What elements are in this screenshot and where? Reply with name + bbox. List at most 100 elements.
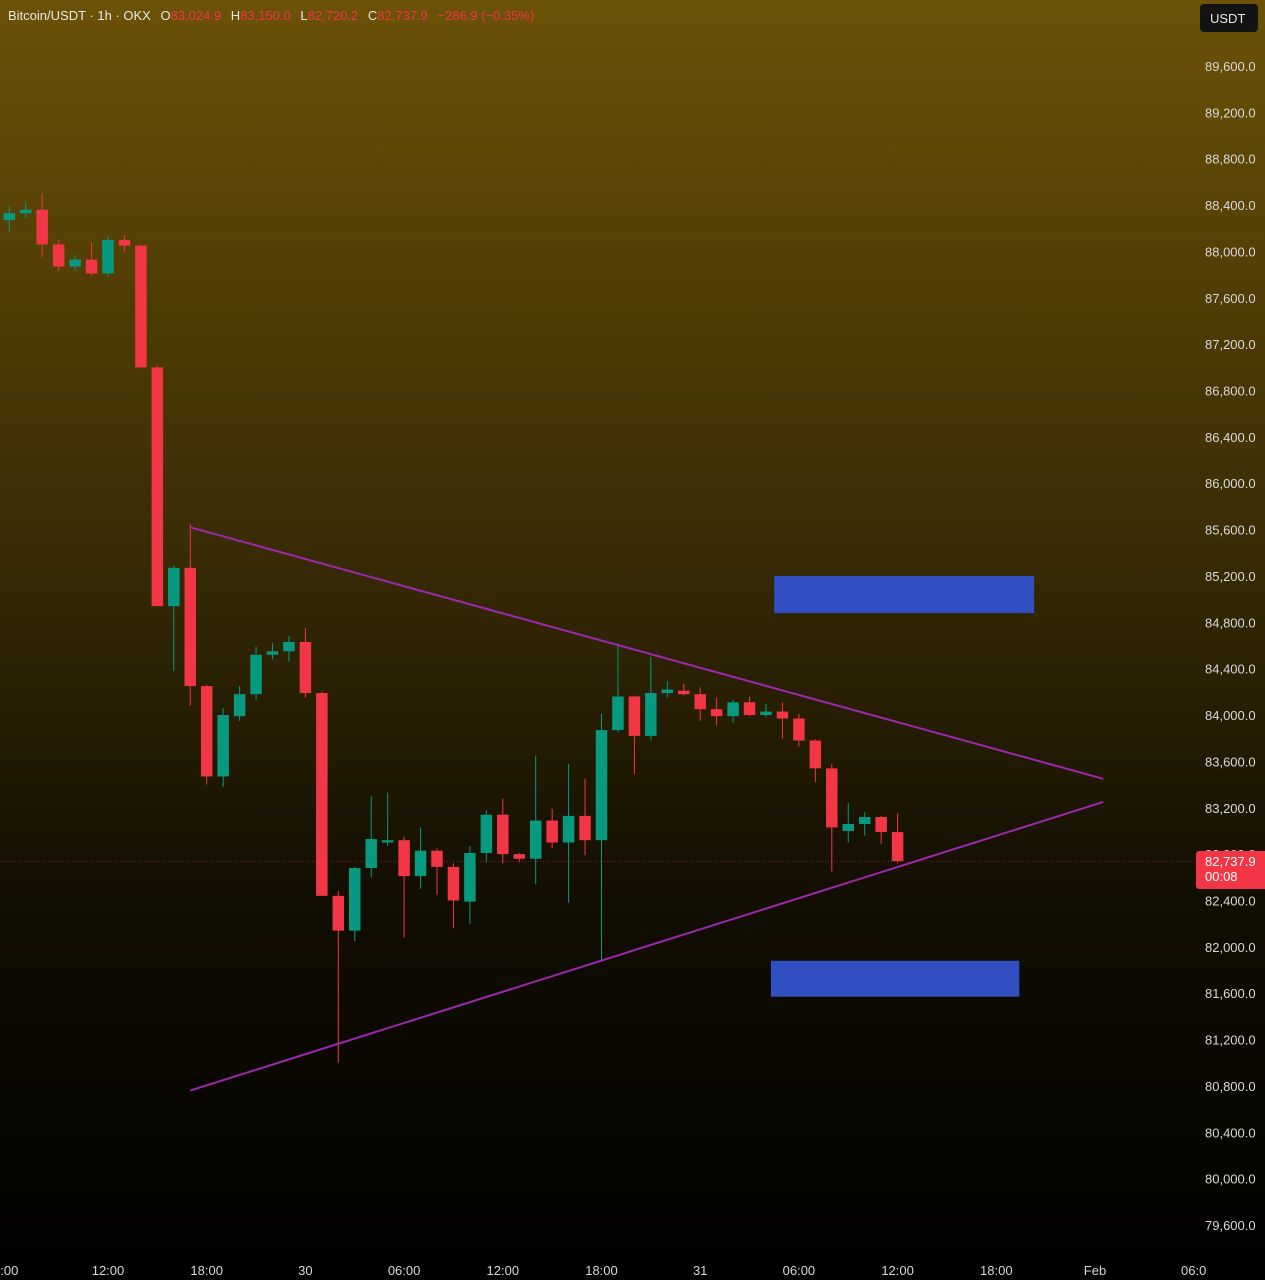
x-tick-label: Feb	[1084, 1263, 1106, 1278]
candle-body	[776, 711, 789, 719]
last-price-value: 82,737.9	[1205, 854, 1256, 869]
candle-body	[69, 259, 81, 267]
candle[interactable]	[464, 846, 476, 924]
y-tick-label: 89,200.0	[1205, 105, 1256, 120]
candle[interactable]	[381, 792, 394, 847]
candle[interactable]	[513, 852, 526, 863]
candle[interactable]	[69, 254, 81, 272]
x-tick-label: 12:00	[881, 1263, 914, 1278]
candle[interactable]	[826, 763, 838, 872]
candle-body	[200, 686, 213, 777]
open-value: 83,024.9	[170, 8, 222, 23]
candle[interactable]	[3, 206, 16, 232]
candle[interactable]	[168, 565, 180, 671]
x-tick-label: 06:0	[1181, 1263, 1206, 1278]
candle[interactable]	[546, 808, 558, 849]
candle[interactable]	[200, 684, 213, 785]
candle[interactable]	[678, 683, 690, 696]
candle[interactable]	[858, 812, 871, 836]
candle[interactable]	[743, 696, 756, 717]
candle-body	[497, 814, 509, 855]
candle[interactable]	[250, 646, 262, 700]
y-tick-label: 86,800.0	[1205, 384, 1256, 399]
candle[interactable]	[283, 636, 295, 662]
x-tick-label: :00	[0, 1263, 18, 1278]
candle[interactable]	[760, 703, 772, 718]
candle[interactable]	[480, 810, 493, 863]
candle-body	[36, 209, 48, 245]
candle[interactable]	[776, 702, 789, 739]
candle[interactable]	[184, 523, 197, 706]
candle[interactable]	[431, 848, 443, 895]
candle[interactable]	[497, 798, 509, 864]
candle[interactable]	[266, 643, 279, 660]
resistance-zone[interactable]	[774, 575, 1035, 614]
candle[interactable]	[398, 836, 410, 938]
candle[interactable]	[793, 713, 805, 747]
candle[interactable]	[875, 815, 887, 844]
candle[interactable]	[85, 242, 98, 276]
support-zone[interactable]	[770, 960, 1020, 997]
candle[interactable]	[349, 866, 361, 942]
y-tick-label: 81,200.0	[1205, 1033, 1256, 1048]
change-value: −286.9 (−0.35%)	[437, 8, 535, 23]
candle[interactable]	[579, 778, 591, 856]
candle[interactable]	[299, 628, 312, 698]
candle[interactable]	[645, 657, 657, 741]
candle[interactable]	[102, 236, 114, 277]
candle[interactable]	[595, 713, 608, 962]
candle[interactable]	[233, 686, 246, 721]
candle-body	[135, 245, 147, 368]
candle[interactable]	[809, 739, 822, 783]
candle[interactable]	[151, 365, 164, 607]
lower-trendline[interactable]	[189, 801, 1104, 1092]
currency-button[interactable]: USDT	[1200, 4, 1258, 32]
candle[interactable]	[529, 755, 542, 885]
symbol-name[interactable]: Bitcoin/USDT · 1h · OKX	[8, 8, 151, 23]
candle[interactable]	[135, 244, 147, 369]
candle[interactable]	[612, 643, 624, 733]
candle-body	[3, 213, 16, 221]
candle[interactable]	[694, 687, 706, 721]
candle-body	[151, 367, 164, 607]
candle-body	[612, 696, 624, 731]
candle[interactable]	[52, 239, 65, 272]
candle-body	[250, 654, 262, 695]
candle[interactable]	[332, 891, 345, 1063]
candle[interactable]	[365, 796, 377, 878]
candle[interactable]	[414, 827, 427, 889]
candle[interactable]	[447, 863, 460, 929]
y-tick-label: 89,600.0	[1205, 59, 1256, 74]
candle-body	[793, 718, 805, 741]
candle[interactable]	[628, 695, 641, 775]
y-tick-label: 85,200.0	[1205, 569, 1256, 584]
candle-body	[299, 642, 312, 694]
candle-body	[727, 702, 739, 717]
candle[interactable]	[710, 697, 723, 726]
candle-body	[595, 730, 608, 841]
candle[interactable]	[20, 202, 32, 218]
candle[interactable]	[891, 813, 904, 864]
candle[interactable]	[36, 193, 48, 258]
candle-body	[349, 868, 361, 931]
y-tick-label: 82,000.0	[1205, 940, 1256, 955]
high-value: 83,150.0	[240, 8, 291, 23]
last-price-tag: 82,737.9 00:08	[1196, 851, 1265, 889]
candle-body	[546, 820, 558, 843]
candle-body	[875, 817, 887, 833]
y-tick-label: 88,400.0	[1205, 198, 1256, 213]
candle-body	[743, 702, 756, 716]
candle-body	[480, 814, 493, 853]
candle[interactable]	[562, 763, 575, 903]
candle[interactable]	[118, 235, 131, 252]
candle[interactable]	[316, 691, 328, 896]
candle[interactable]	[727, 699, 739, 724]
candle[interactable]	[661, 681, 674, 698]
bar-countdown: 00:08	[1205, 869, 1238, 884]
candle[interactable]	[842, 803, 855, 843]
candle[interactable]	[217, 708, 229, 787]
upper-trendline[interactable]	[189, 526, 1104, 780]
